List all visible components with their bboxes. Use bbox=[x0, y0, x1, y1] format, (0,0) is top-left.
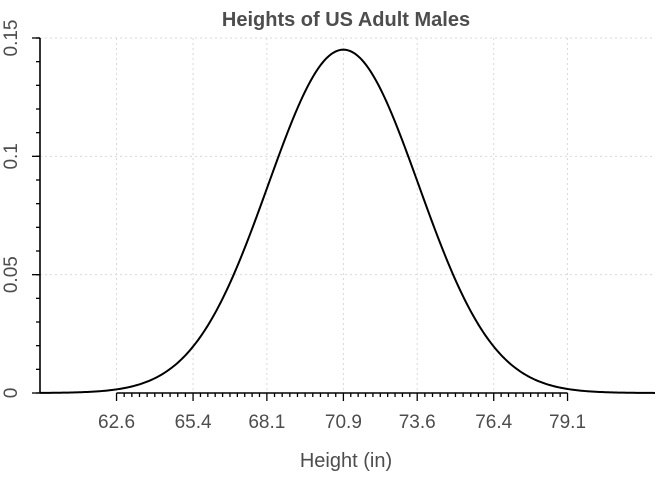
y-tick-labels: 0 0.05 0.1 0.15 bbox=[1, 20, 22, 399]
x-tick-label: 65.4 bbox=[175, 412, 212, 433]
x-tick-label: 79.1 bbox=[549, 412, 586, 433]
x-tick-label: 62.6 bbox=[98, 412, 135, 433]
x-axis-minor-ticks bbox=[123, 393, 561, 397]
density-curve bbox=[39, 48, 656, 394]
x-tick-label: 73.6 bbox=[399, 412, 436, 433]
x-tick-label: 70.9 bbox=[325, 412, 362, 433]
x-tick-label: 76.4 bbox=[475, 412, 512, 433]
x-axis-title: Height (in) bbox=[300, 450, 392, 472]
x-tick-label: 68.1 bbox=[248, 412, 285, 433]
y-tick-label: 0.05 bbox=[1, 256, 22, 293]
x-axis-ticks bbox=[115, 393, 569, 401]
y-tick-label: 0.15 bbox=[1, 20, 22, 57]
y-tick-label: 0.1 bbox=[1, 143, 22, 169]
y-axis-ticks bbox=[32, 37, 40, 394]
y-tick-label: 0 bbox=[1, 388, 22, 399]
x-tick-labels: 62.6 65.4 68.1 70.9 73.6 76.4 79.1 bbox=[98, 412, 586, 433]
x-gridlines bbox=[116, 38, 569, 393]
chart-title: Heights of US Adult Males bbox=[222, 9, 470, 31]
y-gridlines bbox=[40, 37, 655, 276]
